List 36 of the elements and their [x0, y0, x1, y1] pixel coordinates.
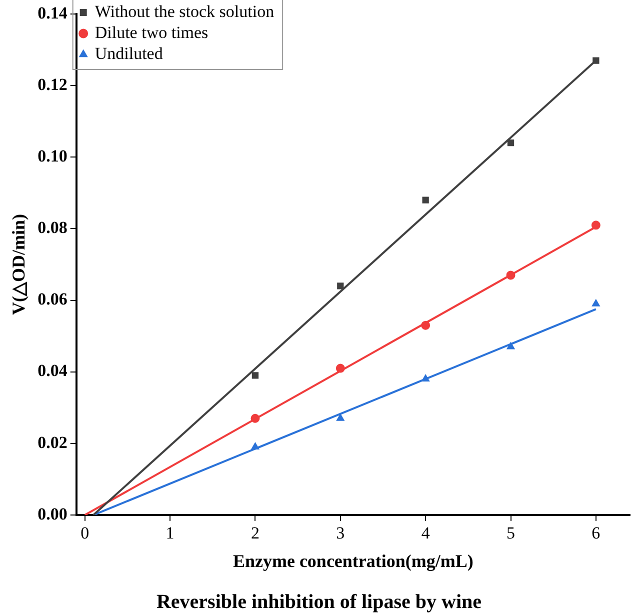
legend-label: Undiluted: [94, 44, 164, 63]
y-tick-label: 0.06: [38, 290, 68, 309]
x-tick-label: 3: [336, 524, 345, 543]
legend-label: Dilute two times: [94, 22, 208, 42]
y-tick-label: 0.02: [38, 432, 68, 452]
point: [592, 57, 600, 64]
x-tick-label: 1: [166, 524, 174, 543]
point: [507, 140, 514, 146]
point: [421, 320, 430, 330]
point: [336, 414, 344, 421]
point: [250, 414, 260, 423]
x-tick-label: 5: [506, 524, 515, 543]
y-axis-title: V(△OD/min): [8, 214, 28, 315]
y-tick-label: 0.08: [38, 218, 68, 238]
point: [422, 196, 429, 204]
y-tick-label: 0.14: [38, 3, 68, 22]
point: [251, 442, 260, 450]
point: [506, 270, 516, 280]
x-tick-label: 2: [250, 524, 260, 543]
y-tick-label: 0.04: [38, 361, 68, 380]
point: [422, 374, 430, 382]
legend-label: Without the stock solution: [94, 2, 275, 21]
point: [592, 299, 600, 306]
text: Reversible inhibition of lipase by wine: [156, 591, 482, 614]
x-tick-label: 6: [592, 524, 600, 543]
point: [252, 372, 259, 379]
x-tick-label: 4: [421, 524, 430, 543]
x-tick-label: 0: [80, 524, 90, 543]
y-tick-label: 0.00: [38, 504, 68, 524]
x-axis-title: Enzyme concentration(mg/mL): [232, 550, 474, 571]
point: [336, 364, 345, 373]
point: [337, 282, 344, 290]
y-tick-label: 0.10: [38, 146, 68, 166]
point: [506, 342, 515, 350]
y-tick-label: 0.12: [38, 74, 68, 94]
point: [591, 220, 600, 230]
